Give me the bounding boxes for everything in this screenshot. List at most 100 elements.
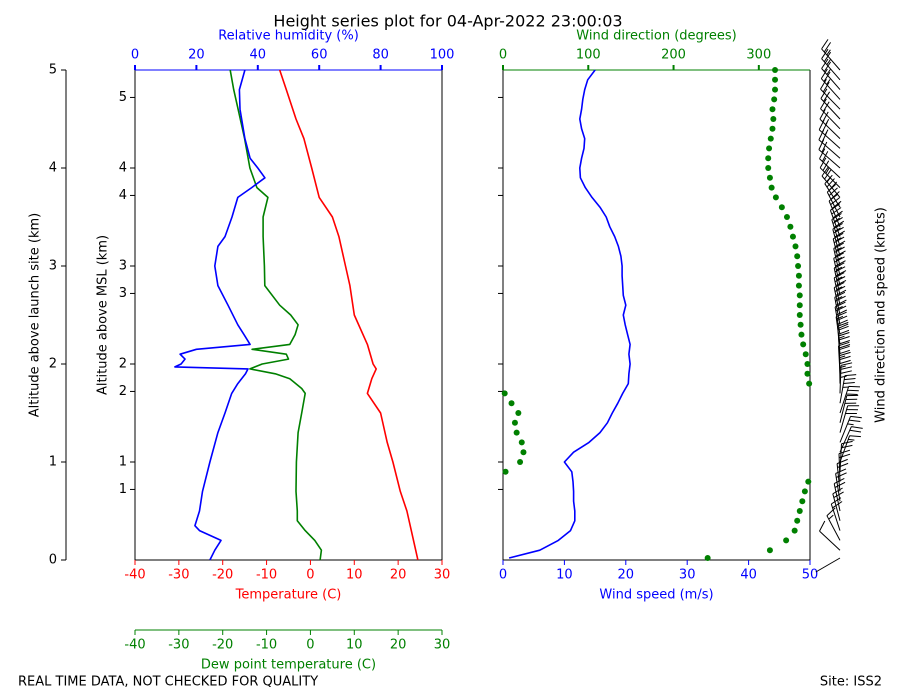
wind-barb xyxy=(839,394,859,423)
x-tick-label: -10 xyxy=(256,568,277,583)
x2-tick-label: 60 xyxy=(311,48,328,63)
scatter-point xyxy=(783,214,790,220)
scatter-point xyxy=(804,361,811,367)
scatter-point xyxy=(791,527,798,534)
scatter-point xyxy=(804,370,811,377)
scatter-point xyxy=(797,321,804,328)
wind-barb xyxy=(819,108,841,139)
scatter-point xyxy=(792,243,799,250)
footer-right: Site: ISS2 xyxy=(820,675,882,690)
x2-tick-label: 200 xyxy=(661,48,686,63)
series-line xyxy=(174,69,266,561)
wind-barb xyxy=(839,362,853,394)
x-tick-label: 30 xyxy=(434,568,451,583)
wind-barb xyxy=(839,426,863,453)
wind-barb xyxy=(839,374,857,404)
scatter-point xyxy=(796,292,803,299)
wind-barb xyxy=(839,385,861,414)
wind-barb xyxy=(821,39,841,71)
scatter-point xyxy=(766,174,773,181)
x-tick-label: 0 xyxy=(499,568,507,583)
x-tick-label: -40 xyxy=(124,568,145,583)
scatter-point xyxy=(778,204,785,211)
x2-tick-label: 100 xyxy=(430,48,455,63)
y2-axis-label: Altitude above launch site (km) xyxy=(28,213,43,417)
y-tick-label: 3 xyxy=(119,286,127,301)
x2-axis-label: Relative humidity (%) xyxy=(218,29,359,44)
scatter-point xyxy=(787,223,794,230)
scatter-point xyxy=(798,331,805,338)
wind-barb xyxy=(833,242,846,276)
wind-barb xyxy=(821,58,841,90)
y-tick-label: 1 xyxy=(119,482,127,497)
x-axis-label: Temperature (C) xyxy=(235,588,342,603)
scatter-point xyxy=(769,125,776,132)
x2-tick-label: 40 xyxy=(250,48,267,63)
x2-tick-label: 20 xyxy=(188,48,205,63)
wind-barb xyxy=(833,262,847,296)
x-tick-label: 30 xyxy=(679,568,696,583)
scatter-point xyxy=(770,116,777,122)
wind-barb xyxy=(833,281,847,316)
wind-barb xyxy=(815,557,841,573)
barb-axis-label: Wind direction and speed (knots) xyxy=(874,207,889,423)
x-tick-label: 10 xyxy=(346,568,363,583)
x3-tick-label: 0 xyxy=(306,638,314,653)
x-tick-label: 0 xyxy=(306,568,314,583)
y-tick-label: 4 xyxy=(119,161,127,176)
scatter-point xyxy=(502,468,509,475)
x-axis-label: Wind speed (m/s) xyxy=(599,588,713,603)
scatter-point xyxy=(802,351,809,358)
y2-tick-label: 1 xyxy=(49,455,57,470)
x2-tick-label: 0 xyxy=(131,48,139,63)
scatter-point xyxy=(704,555,711,562)
scatter-point xyxy=(772,76,779,83)
wind-barb xyxy=(821,166,841,198)
series-line xyxy=(229,69,323,561)
scatter-point xyxy=(501,390,508,397)
x-tick-label: 20 xyxy=(390,568,407,583)
scatter-point xyxy=(799,498,806,505)
wind-barb xyxy=(837,321,850,355)
x3-tick-label: -10 xyxy=(256,638,277,653)
scatter-point xyxy=(796,508,803,514)
wind-barb xyxy=(821,48,841,81)
wind-barb xyxy=(818,119,841,149)
scatter-point xyxy=(518,439,525,446)
scatter-point xyxy=(769,106,776,113)
scatter-point xyxy=(806,380,813,387)
wind-barb xyxy=(833,272,847,306)
y2-tick-label: 4 xyxy=(49,161,57,176)
scatter-point xyxy=(796,312,803,318)
y2-tick-label: 5 xyxy=(49,63,57,78)
x2-tick-label: 0 xyxy=(499,48,507,63)
scatter-point xyxy=(795,263,802,269)
series-line xyxy=(278,69,419,561)
scatter-point xyxy=(772,194,779,201)
y2-tick-label: 0 xyxy=(49,553,57,568)
scatter-point xyxy=(508,400,515,407)
scatter-point xyxy=(772,86,779,93)
wind-barb xyxy=(835,468,847,502)
y-tick-label: 5 xyxy=(119,90,127,105)
wind-barb xyxy=(833,252,846,286)
x-tick-label: 40 xyxy=(740,568,757,583)
scatter-point xyxy=(520,449,527,456)
x3-axis-label: Dew point temperature (C) xyxy=(201,658,376,673)
wind-barb xyxy=(819,157,841,188)
x3-tick-label: 10 xyxy=(346,638,363,653)
scatter-point xyxy=(765,165,772,171)
series-line xyxy=(508,69,631,559)
y-tick-label: 2 xyxy=(119,357,127,372)
scatter-point xyxy=(511,419,518,426)
scatter-point xyxy=(800,341,807,348)
x3-tick-label: 20 xyxy=(390,638,407,653)
scatter-point xyxy=(789,233,796,240)
x-tick-label: 50 xyxy=(802,568,819,583)
x3-tick-label: -20 xyxy=(212,638,233,653)
y-tick-label: 2 xyxy=(119,384,127,399)
footer-left: REAL TIME DATA, NOT CHECKED FOR QUALITY xyxy=(18,675,318,690)
scatter-point xyxy=(795,282,802,289)
